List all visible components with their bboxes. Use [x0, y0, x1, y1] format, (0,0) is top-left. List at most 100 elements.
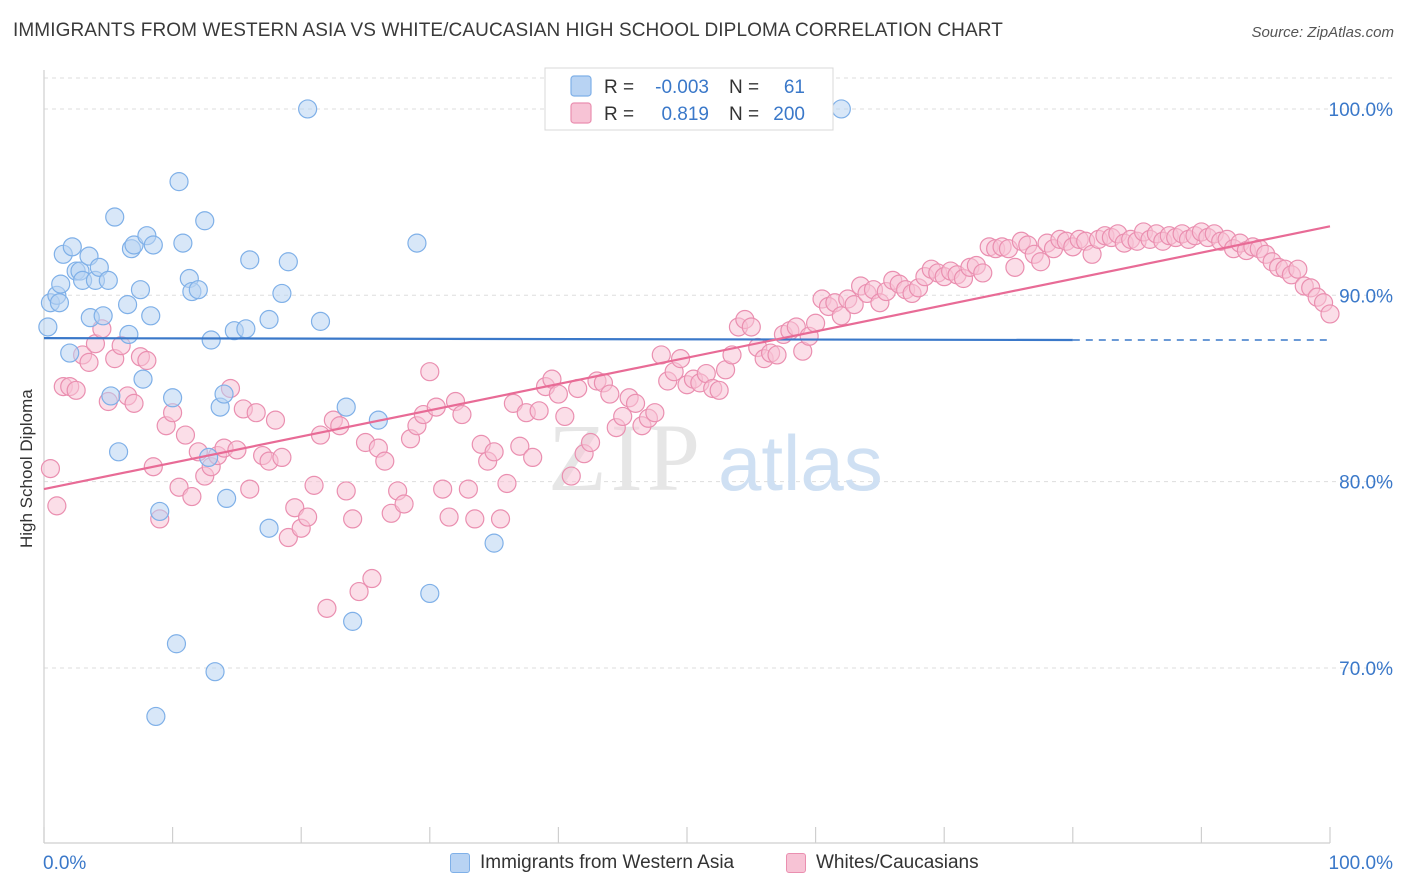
blue-point — [163, 388, 183, 408]
pink-point — [362, 568, 382, 589]
pink-point — [272, 447, 292, 468]
blue-point — [166, 634, 187, 654]
blue-point — [119, 324, 139, 345]
pink-point — [600, 384, 620, 404]
stats-legend: R = -0.003 N = 61 R = 0.819 N = 200 — [544, 67, 834, 131]
pink-point — [433, 479, 453, 499]
blue-point — [108, 442, 129, 462]
y-tick-labels: 70.0% 80.0% 90.0% 100.0% — [1329, 100, 1394, 680]
blue-point — [130, 280, 151, 300]
blue-point — [272, 283, 292, 304]
pink-point — [523, 447, 543, 468]
blue-point — [201, 330, 221, 350]
blue-point — [343, 611, 363, 631]
y-tick-label: 80.0% — [1339, 473, 1393, 494]
blue-point — [146, 706, 166, 727]
legend-item-whites[interactable]: Whites/Caucasians — [786, 852, 979, 874]
legend-swatch-pink — [786, 853, 806, 873]
pink-point — [47, 496, 67, 516]
y-tick-label: 90.0% — [1339, 286, 1393, 307]
legend-label-whites: Whites/Caucasians — [816, 852, 979, 873]
pink-point — [625, 393, 646, 413]
x-tick-label-min: 0.0% — [43, 853, 86, 874]
axes — [43, 70, 1331, 844]
pink-point — [349, 581, 369, 602]
y-axis-title-wrap: High School Diploma — [17, 389, 37, 748]
pink-point — [304, 475, 324, 495]
pink-point — [503, 393, 523, 413]
blue-point — [214, 384, 234, 404]
pink-point — [439, 507, 459, 527]
trend-line-blue — [43, 337, 1073, 342]
pink-point — [465, 509, 485, 529]
chart-title: IMMIGRANTS FROM WESTERN ASIA VS WHITE/CA… — [13, 20, 1003, 41]
blue-point — [188, 280, 208, 300]
legend-item-western-asia[interactable]: Immigrants from Western Asia — [450, 852, 734, 874]
x-tick-label-max: 100.0% — [1329, 853, 1394, 874]
blue-point — [101, 386, 121, 406]
y-tick-label: 100.0% — [1329, 100, 1394, 121]
pink-point — [973, 263, 993, 283]
pink-point — [79, 352, 99, 372]
y-axis-title: High School Diploma — [17, 389, 36, 548]
legend-swatch-blue — [450, 853, 470, 873]
pink-point — [452, 404, 472, 425]
trend-lines — [43, 225, 1331, 491]
pink-point — [1320, 304, 1340, 324]
stats-legend-swatch-pink — [570, 102, 592, 124]
blue-point — [484, 533, 504, 553]
blue-point — [205, 662, 225, 682]
pink-point — [548, 384, 569, 404]
pink-point — [1288, 259, 1308, 279]
watermark-atlas: atlas — [718, 419, 883, 507]
pink-point — [767, 345, 787, 365]
pink-point — [529, 401, 549, 421]
pink-point — [844, 295, 864, 315]
pink-points — [40, 222, 1340, 618]
blue-point — [831, 99, 851, 119]
x-tick-labels: 0.0% 100.0% — [43, 853, 1393, 874]
blue-point — [169, 172, 189, 192]
pink-point — [1031, 252, 1051, 272]
blue-point — [150, 501, 170, 522]
pink-point — [285, 498, 305, 518]
pink-point — [709, 380, 729, 400]
blue-point — [173, 233, 193, 253]
stats-n-label-1: N = — [729, 77, 759, 98]
pink-point — [497, 473, 517, 494]
blue-point — [236, 319, 256, 339]
pink-point — [741, 317, 761, 337]
blue-point — [259, 309, 279, 330]
pink-point — [317, 598, 337, 618]
blue-point — [62, 237, 82, 257]
legend-label-western-asia: Immigrants from Western Asia — [480, 852, 735, 873]
pink-point — [394, 494, 414, 514]
source-label: Source: ZipAtlas.com — [1251, 24, 1394, 41]
blue-point — [407, 233, 427, 253]
blue-points — [38, 99, 851, 727]
stats-n-value-1: 61 — [784, 77, 805, 98]
stats-legend-box — [544, 67, 834, 131]
pink-point — [175, 425, 196, 445]
stats-r-label-2: R = — [604, 104, 634, 125]
pink-point — [124, 393, 144, 413]
pink-point — [831, 306, 851, 326]
stats-n-value-2: 200 — [773, 104, 805, 125]
pink-point — [490, 509, 511, 529]
pink-point — [246, 403, 266, 423]
blue-point — [141, 306, 161, 326]
blue-point — [259, 518, 279, 538]
trend-line-pink — [43, 225, 1331, 491]
pink-point — [330, 416, 350, 436]
blue-point — [278, 252, 298, 272]
blue-point — [51, 274, 71, 294]
blue-point — [298, 99, 318, 119]
blue-point — [93, 306, 113, 326]
pink-point — [310, 425, 331, 445]
blue-point — [195, 211, 215, 231]
pink-point — [420, 362, 440, 382]
pink-point — [40, 458, 61, 479]
pink-point — [645, 403, 665, 423]
blue-point — [105, 207, 125, 227]
